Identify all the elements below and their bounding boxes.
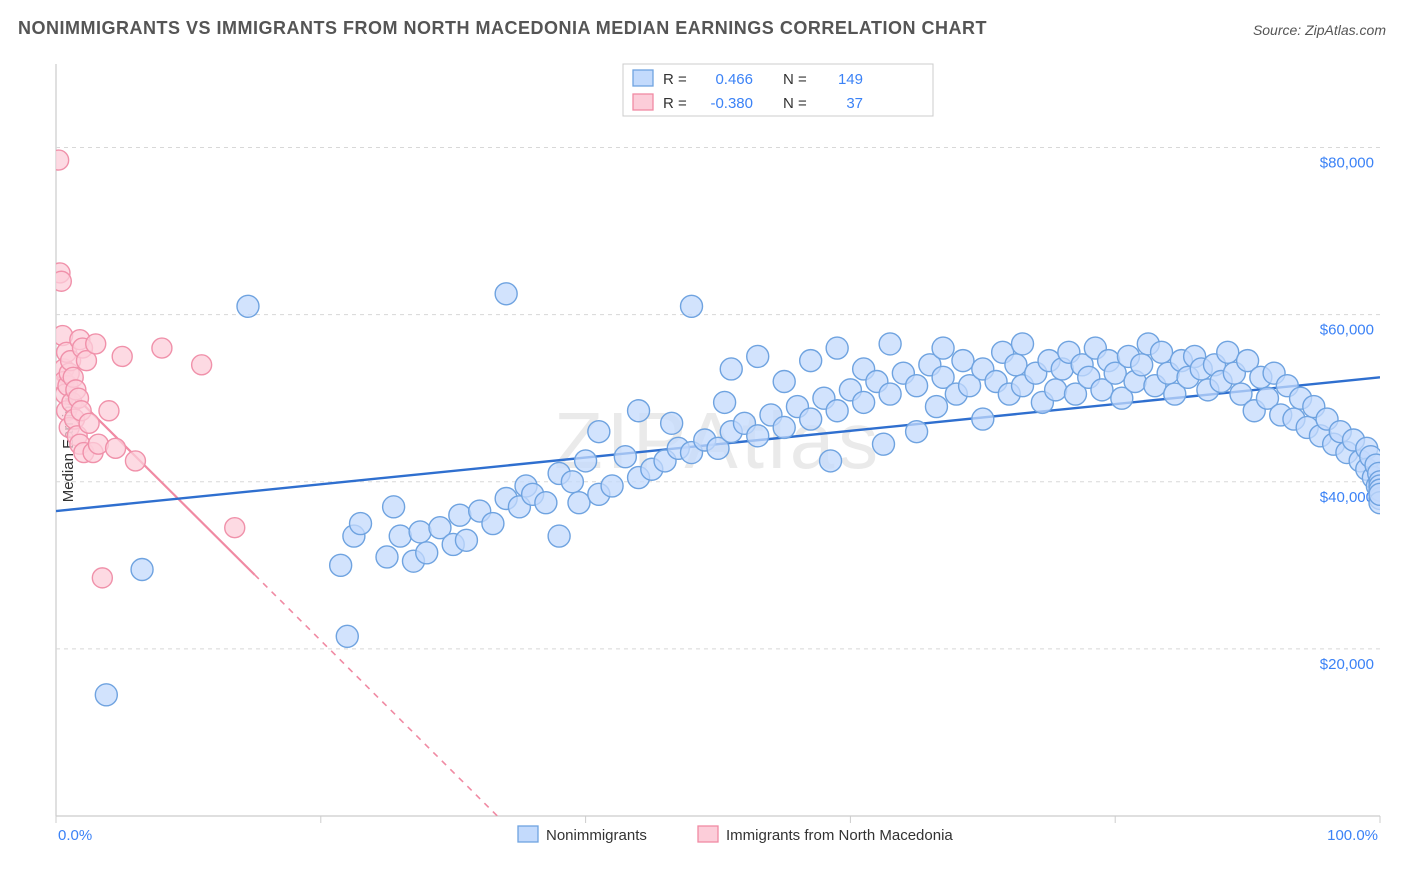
- point-a: [1217, 341, 1239, 363]
- point-a: [661, 412, 683, 434]
- x-right-label: 100.0%: [1327, 827, 1378, 844]
- page-title: NONIMMIGRANTS VS IMMIGRANTS FROM NORTH M…: [18, 18, 987, 39]
- point-a: [409, 521, 431, 543]
- point-b: [192, 355, 212, 375]
- y-tick-label: $40,000: [1320, 489, 1374, 506]
- point-a: [455, 529, 477, 551]
- trend-line-b-dashed: [255, 575, 1380, 846]
- legend-top-n-label-b: N =: [783, 95, 807, 112]
- legend-top-r-label-b: R =: [663, 95, 687, 112]
- legend-bottom-swatch-b: [698, 826, 718, 842]
- point-a: [535, 492, 557, 514]
- point-a: [1369, 483, 1388, 505]
- point-a: [879, 333, 901, 355]
- point-a: [925, 396, 947, 418]
- point-a: [614, 446, 636, 468]
- point-a: [747, 345, 769, 367]
- point-a: [495, 283, 517, 305]
- point-a: [330, 554, 352, 576]
- point-a: [820, 450, 842, 472]
- point-a: [350, 513, 372, 535]
- point-a: [873, 433, 895, 455]
- y-tick-label: $80,000: [1320, 155, 1374, 172]
- point-a: [548, 525, 570, 547]
- point-a: [601, 475, 623, 497]
- scatter-chart: $20,000$40,000$60,000$80,0000.0%100.0%ZI…: [48, 56, 1388, 846]
- point-a: [826, 337, 848, 359]
- point-b: [99, 401, 119, 421]
- point-a: [773, 416, 795, 438]
- point-a: [383, 496, 405, 518]
- source-label: Source: ZipAtlas.com: [1253, 22, 1386, 38]
- point-a: [449, 504, 471, 526]
- legend-bottom-swatch-a: [518, 826, 538, 842]
- point-a: [1131, 354, 1153, 376]
- point-a: [376, 546, 398, 568]
- point-a: [906, 421, 928, 443]
- point-a: [95, 684, 117, 706]
- x-left-label: 0.0%: [58, 827, 92, 844]
- legend-top-r-label-a: R =: [663, 71, 687, 88]
- point-a: [1045, 379, 1067, 401]
- point-a: [1151, 341, 1173, 363]
- point-a: [588, 421, 610, 443]
- y-tick-label: $20,000: [1320, 656, 1374, 673]
- legend-top-swatch-b: [633, 94, 653, 110]
- point-a: [628, 400, 650, 422]
- point-b: [125, 451, 145, 471]
- point-a: [720, 358, 742, 380]
- point-a: [1005, 354, 1027, 376]
- point-a: [131, 559, 153, 581]
- point-a: [906, 375, 928, 397]
- legend-top-n-value-b: 37: [846, 95, 863, 112]
- point-b: [92, 568, 112, 588]
- point-a: [952, 350, 974, 372]
- legend-top-r-value-a: 0.466: [715, 71, 753, 88]
- point-a: [714, 391, 736, 413]
- legend-top-swatch-a: [633, 70, 653, 86]
- point-a: [800, 350, 822, 372]
- point-b: [152, 338, 172, 358]
- point-b: [86, 334, 106, 354]
- legend-bottom-label-a: Nonimmigrants: [546, 827, 647, 844]
- legend-top-n-value-a: 149: [838, 71, 863, 88]
- point-a: [879, 383, 901, 405]
- point-b: [112, 346, 132, 366]
- point-b: [79, 413, 99, 433]
- point-a: [800, 408, 822, 430]
- point-a: [1012, 333, 1034, 355]
- point-a: [853, 391, 875, 413]
- point-a: [681, 295, 703, 317]
- legend-top-n-label-a: N =: [783, 71, 807, 88]
- point-a: [237, 295, 259, 317]
- point-a: [389, 525, 411, 547]
- point-a: [336, 625, 358, 647]
- point-b: [49, 150, 69, 170]
- legend-bottom-label-b: Immigrants from North Macedonia: [726, 827, 953, 844]
- point-a: [575, 450, 597, 472]
- point-a: [416, 542, 438, 564]
- point-b: [225, 518, 245, 538]
- point-b: [51, 271, 71, 291]
- point-a: [568, 492, 590, 514]
- chart-container: $20,000$40,000$60,000$80,0000.0%100.0%ZI…: [48, 56, 1388, 846]
- y-tick-label: $60,000: [1320, 322, 1374, 339]
- point-a: [826, 400, 848, 422]
- point-b: [106, 438, 126, 458]
- legend-top-r-value-b: -0.380: [710, 95, 753, 112]
- point-a: [972, 408, 994, 430]
- point-a: [747, 425, 769, 447]
- source-value: ZipAtlas.com: [1305, 22, 1386, 38]
- point-a: [932, 337, 954, 359]
- point-a: [773, 371, 795, 393]
- point-a: [561, 471, 583, 493]
- point-a: [482, 513, 504, 535]
- source-prefix: Source:: [1253, 22, 1305, 38]
